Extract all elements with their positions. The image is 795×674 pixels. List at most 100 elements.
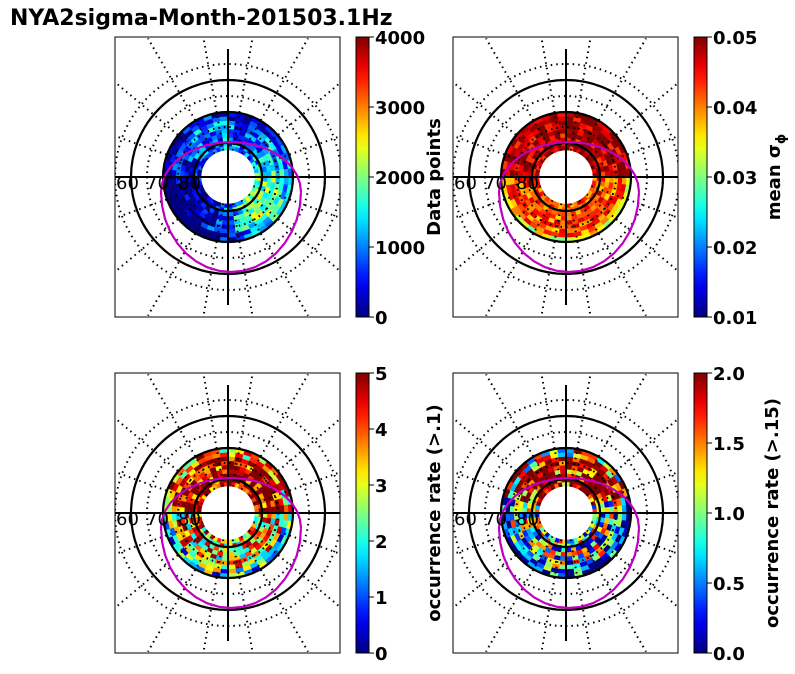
dotted-meridian xyxy=(578,37,647,155)
dotted-meridian xyxy=(453,134,541,169)
heatmap-cell xyxy=(275,505,281,514)
dotted-meridian xyxy=(115,80,208,161)
dotted-meridian xyxy=(453,185,541,220)
colorbar-tick-label: 3 xyxy=(375,476,388,497)
auroral-oval xyxy=(497,140,641,274)
panel-plot-area: 60 70 80 xyxy=(453,37,678,317)
dotted-meridian xyxy=(115,185,203,220)
dotted-meridian xyxy=(147,37,216,155)
colorbar-4: 0.0 0.5 1.0 1.5 2.0 occurrence rate (>.15) xyxy=(693,364,783,665)
auroral-oval xyxy=(159,476,303,610)
dotted-meridian xyxy=(240,373,309,491)
latitude-label: 80 xyxy=(516,173,539,194)
colorbar-2: 0.01 0.02 0.03 0.04 0.05 mean σϕ xyxy=(693,28,789,329)
colorbar-tick-label: 2 xyxy=(375,532,388,553)
latitude-label: 70 xyxy=(146,509,169,530)
dotted-meridian xyxy=(253,135,340,169)
dotted-meridian xyxy=(115,416,208,497)
dotted-meridian xyxy=(231,37,254,151)
colorbar-gradient xyxy=(355,36,370,318)
colorbar-tick-label: 4000 xyxy=(375,28,425,49)
heatmap-cell xyxy=(565,124,574,130)
dotted-meridian xyxy=(569,203,592,317)
dotted-meridian xyxy=(578,535,647,653)
dotted-meridian xyxy=(453,80,546,161)
dotted-meridian xyxy=(248,193,340,273)
dotted-meridian xyxy=(240,37,309,155)
dotted-meridian xyxy=(485,373,554,491)
dotted-meridian xyxy=(586,81,678,161)
dotted-meridian xyxy=(147,535,216,653)
polar-panel-3: 60 70 80 xyxy=(114,372,341,654)
heatmap-cell xyxy=(227,460,236,466)
dotted-meridian xyxy=(586,529,678,609)
dotted-meridian xyxy=(578,373,647,491)
dotted-meridian xyxy=(569,373,592,487)
colorbar-tick-label: 5 xyxy=(375,364,388,385)
dotted-meridian xyxy=(248,417,340,497)
polar-panel-4: 60 70 80 xyxy=(452,372,679,654)
latitude-label: 60 xyxy=(116,173,139,194)
heatmap-cell xyxy=(227,124,236,130)
colorbar-tick-label: 1.0 xyxy=(713,504,745,525)
dotted-meridian xyxy=(591,521,678,555)
colorbar-3: 0 1 2 3 4 5 occurrence rate (>.1) xyxy=(355,364,445,665)
dotted-meridian xyxy=(485,199,554,317)
colorbar-tick-label: 0.01 xyxy=(713,308,757,329)
panel-plot-area: 60 70 80 xyxy=(453,373,678,653)
colorbar-tick-label: 3000 xyxy=(375,98,425,119)
heatmap-cell xyxy=(613,169,619,178)
latitude-label: 80 xyxy=(178,509,201,530)
dotted-meridian xyxy=(147,199,216,317)
latitude-label: 80 xyxy=(516,509,539,530)
colorbar-tick-label: 1.5 xyxy=(713,434,745,455)
dotted-meridian xyxy=(578,199,647,317)
latitude-label: 60 xyxy=(454,173,477,194)
latitude-label: 70 xyxy=(484,509,507,530)
colorbar-gradient xyxy=(693,36,708,318)
colorbar-tick-label: 0 xyxy=(375,644,388,665)
colorbar-tick-label: 0.5 xyxy=(713,574,745,595)
dotted-meridian xyxy=(231,203,254,317)
auroral-oval xyxy=(497,476,641,610)
dotted-meridian xyxy=(485,37,554,155)
dotted-meridian xyxy=(202,37,225,151)
colorbar-label: Data points xyxy=(424,118,445,236)
dotted-meridian xyxy=(115,193,208,274)
colorbar-tick-label: 0.05 xyxy=(713,28,757,49)
dotted-meridian xyxy=(115,134,203,169)
latitude-label: 70 xyxy=(484,173,507,194)
colorbar-label: mean σϕ xyxy=(764,134,789,221)
dotted-meridian xyxy=(147,373,216,491)
dotted-meridian xyxy=(231,539,254,653)
dotted-meridian xyxy=(485,535,554,653)
dotted-meridian xyxy=(115,521,203,556)
colorbar-tick-label: 2000 xyxy=(375,168,425,189)
panel-plot-area: 60 70 80 xyxy=(115,373,340,653)
dotted-meridian xyxy=(453,193,546,274)
colorbar-label: occurrence rate (>.15) xyxy=(762,398,783,628)
dotted-meridian xyxy=(569,539,592,653)
panel-plot-area: 60 70 80 xyxy=(115,37,340,317)
dotted-meridian xyxy=(248,81,340,161)
dotted-meridian xyxy=(248,529,340,609)
dotted-meridian xyxy=(591,185,678,219)
dotted-meridian xyxy=(240,199,309,317)
auroral-oval xyxy=(159,140,303,274)
dotted-meridian xyxy=(586,193,678,273)
colorbar-tick-label: 0.0 xyxy=(713,644,745,665)
heatmap-cell xyxy=(613,505,619,514)
latitude-label: 60 xyxy=(116,509,139,530)
heatmap-cell xyxy=(558,560,567,566)
colorbar-tick-label: 2.0 xyxy=(713,364,745,385)
dotted-meridian xyxy=(453,416,546,497)
dotted-meridian xyxy=(115,529,208,610)
latitude-label: 70 xyxy=(146,173,169,194)
colorbar-tick-label: 1 xyxy=(375,588,388,609)
dotted-meridian xyxy=(202,373,225,487)
dotted-meridian xyxy=(591,135,678,169)
colorbar-tick-label: 1000 xyxy=(375,238,425,259)
heatmap-cell xyxy=(565,460,574,466)
polar-panel-1: 60 70 80 xyxy=(114,36,341,318)
